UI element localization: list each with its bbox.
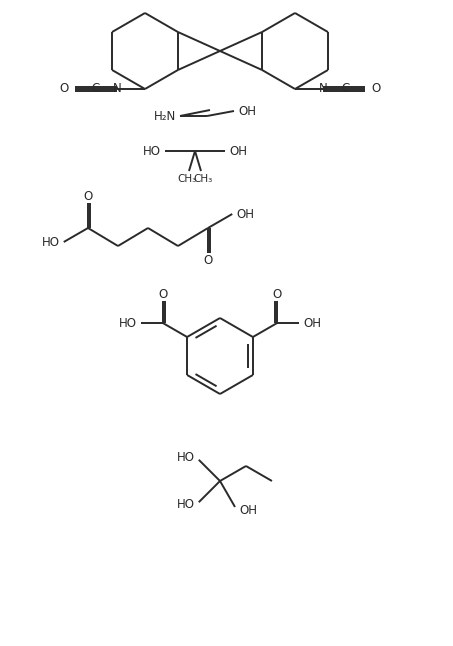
Text: C: C	[91, 83, 99, 96]
Text: OH: OH	[303, 317, 321, 329]
Text: C: C	[341, 83, 349, 96]
Text: O: O	[203, 253, 212, 267]
Text: CH₃: CH₃	[193, 174, 212, 184]
Text: HO: HO	[42, 236, 60, 249]
Text: OH: OH	[229, 145, 247, 158]
Text: HO: HO	[177, 452, 195, 464]
Text: OH: OH	[236, 207, 254, 220]
Text: O: O	[158, 287, 168, 300]
Text: HO: HO	[143, 145, 161, 158]
Text: O: O	[60, 83, 69, 96]
Text: CH₃: CH₃	[178, 174, 197, 184]
Text: HO: HO	[177, 497, 195, 511]
Text: N: N	[318, 83, 328, 96]
Text: O: O	[273, 287, 282, 300]
Text: H₂N: H₂N	[154, 110, 176, 123]
Text: OH: OH	[239, 505, 257, 517]
Text: HO: HO	[119, 317, 137, 329]
Text: O: O	[83, 189, 92, 202]
Text: O: O	[371, 83, 380, 96]
Text: N: N	[113, 83, 121, 96]
Text: OH: OH	[238, 105, 256, 118]
